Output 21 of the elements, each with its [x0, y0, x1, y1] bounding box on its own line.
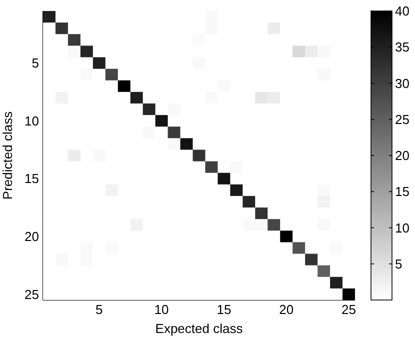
y-tick-label: 10 — [24, 113, 39, 128]
y-tick-label: 25 — [24, 286, 39, 302]
x-tick-label: 15 — [216, 302, 232, 318]
y-tick-label: 5 — [32, 56, 39, 71]
x-axis-title: Expected class — [155, 321, 244, 336]
x-tick-label: 5 — [96, 302, 103, 318]
y-tick-label: 20 — [24, 229, 39, 244]
y-tick-label: 15 — [24, 171, 39, 186]
color-bar-label: 40 — [395, 4, 410, 18]
color-bar-label: 5 — [395, 256, 402, 272]
colorbar: 5 10 15 20 25 30 35 40 — [370, 4, 410, 300]
color-bar-label: 30 — [395, 76, 410, 91]
color-bar-label: 10 — [395, 220, 410, 236]
color-bar-label: 20 — [395, 148, 410, 163]
x-tick-label: 10 — [154, 302, 169, 318]
color-bar-label: 15 — [395, 184, 410, 200]
x-tick-label: 25 — [342, 302, 356, 318]
color-bar-label: 25 — [395, 112, 410, 127]
color-bar-label: 35 — [395, 40, 410, 55]
x-tick-label: 20 — [279, 302, 294, 318]
y-axis-title: Predicted class — [0, 110, 15, 200]
